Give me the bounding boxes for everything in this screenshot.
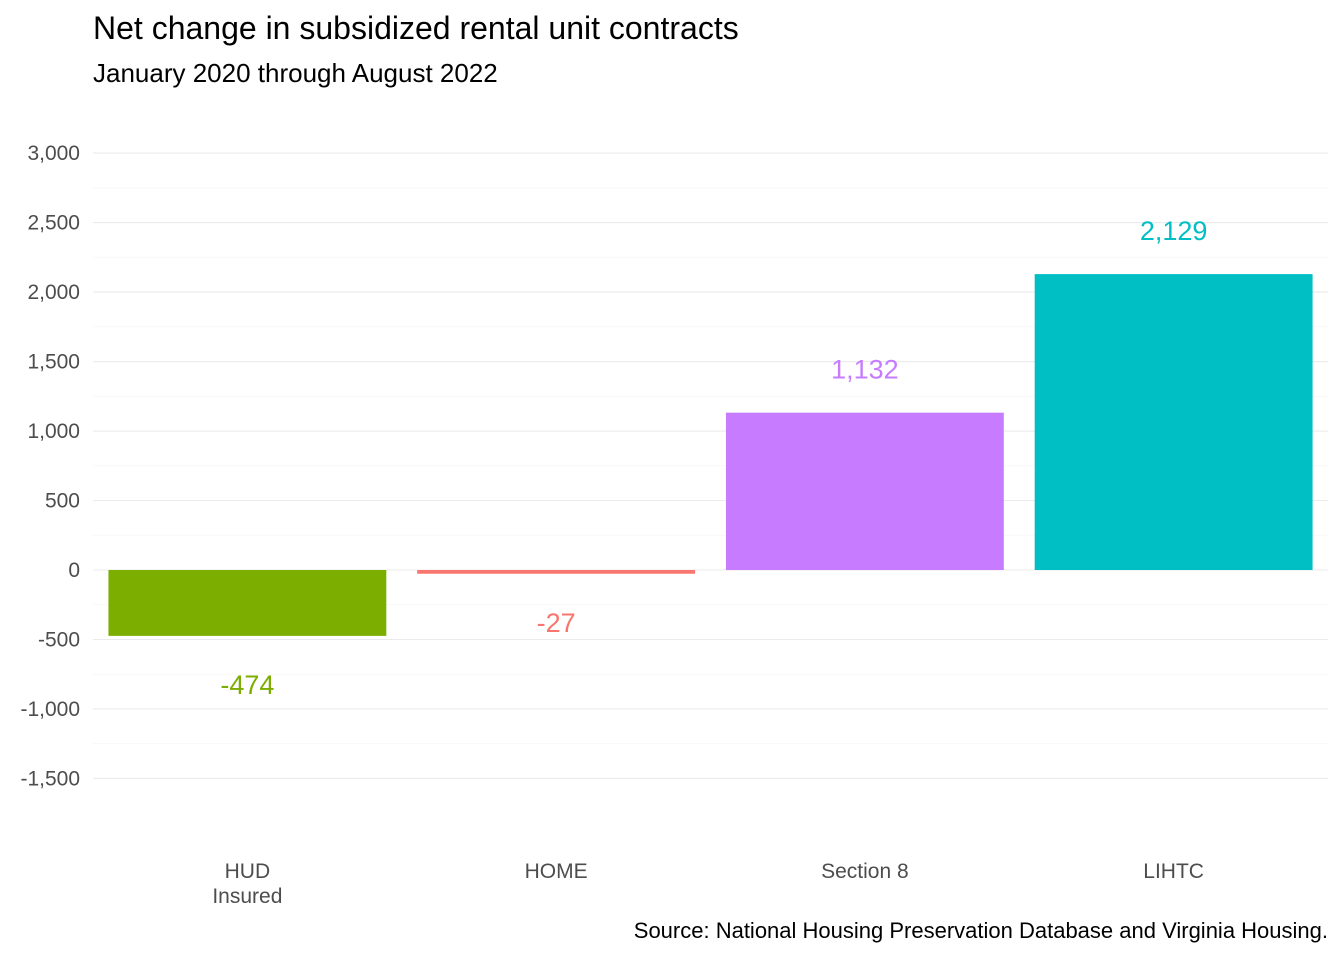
x-tick-label: LIHTC (1143, 860, 1204, 883)
bars (108, 274, 1313, 636)
x-tick-label: HUD Insured (212, 860, 282, 908)
bar-value-label: -474 (220, 670, 274, 700)
source-note: Source: National Housing Preservation Da… (633, 918, 1328, 943)
chart-subtitle: January 2020 through August 2022 (93, 58, 498, 88)
y-tick-label: -1,500 (20, 767, 80, 790)
x-tick-label: HOME (525, 860, 588, 883)
y-tick-label: 2,500 (27, 212, 80, 235)
chart-title: Net change in subsidized rental unit con… (93, 10, 739, 46)
y-tick-label: 3,000 (27, 142, 80, 165)
bar-value-labels: -474 -27 1,132 2,129 (220, 216, 1207, 700)
bar (725, 412, 1004, 570)
x-tick-label: Section 8 (821, 860, 909, 883)
y-tick-label: 500 (45, 490, 80, 513)
y-tick-label: -1,000 (20, 698, 80, 721)
y-tick-label: 1,500 (27, 351, 80, 374)
y-tick-label: 1,000 (27, 420, 80, 443)
bar (1034, 274, 1313, 570)
y-tick-label: 0 (68, 559, 80, 582)
bar (417, 570, 696, 574)
x-axis-tick-labels: HUD Insured HOME Section 8 LIHTC (212, 860, 1204, 908)
bar-value-label: -27 (537, 608, 576, 638)
bar-value-label: 1,132 (831, 355, 899, 385)
y-tick-label: 2,000 (27, 281, 80, 304)
y-tick-label: -500 (38, 628, 80, 651)
bar (108, 570, 387, 636)
y-axis-tick-labels: -1,500 -1,000 -500 0 500 1,000 1,500 2,000 2,500… (20, 142, 80, 790)
bar-value-label: 2,129 (1140, 216, 1208, 246)
